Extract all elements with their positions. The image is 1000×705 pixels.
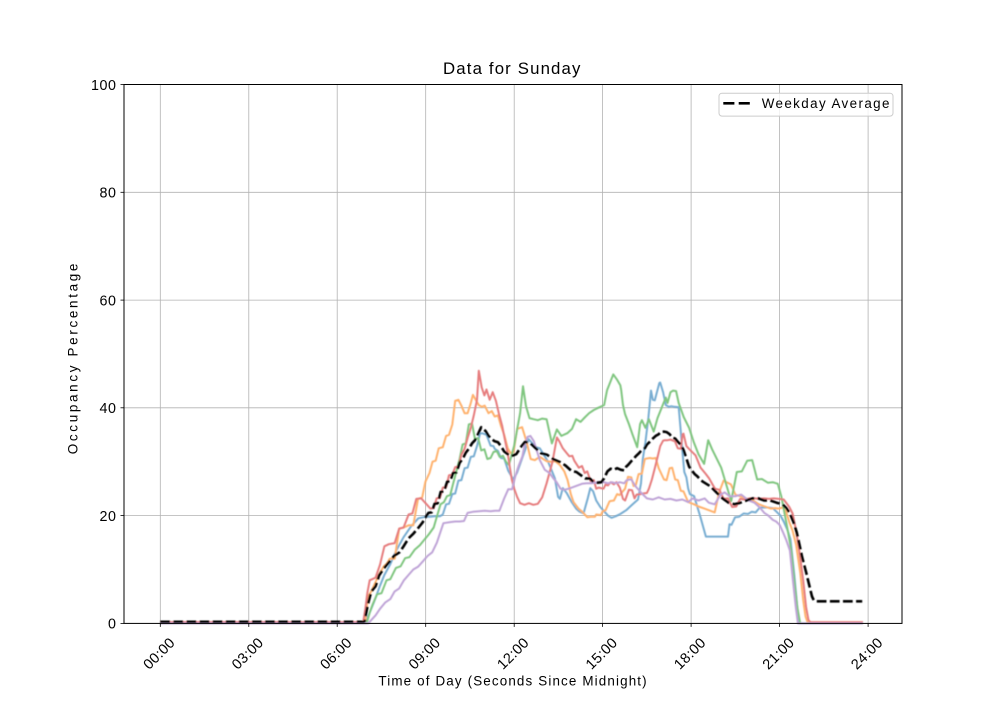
svg-text:Data for Sunday: Data for Sunday	[443, 59, 582, 78]
svg-text:Weekday Average: Weekday Average	[762, 96, 891, 111]
svg-text:0: 0	[108, 617, 117, 633]
svg-text:Time of Day (Seconds Since Mid: Time of Day (Seconds Since Midnight)	[378, 674, 647, 689]
svg-text:100: 100	[91, 78, 117, 94]
svg-text:20: 20	[99, 509, 116, 525]
svg-text:Occupancy Percentage: Occupancy Percentage	[65, 261, 80, 454]
svg-text:40: 40	[99, 401, 116, 417]
svg-text:80: 80	[99, 186, 116, 202]
svg-text:60: 60	[99, 293, 116, 309]
